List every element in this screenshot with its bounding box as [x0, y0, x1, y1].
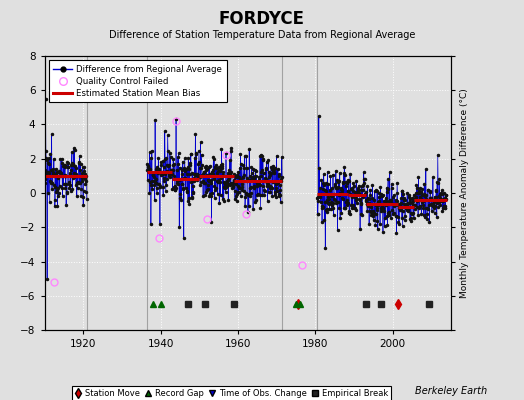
Legend: Station Move, Record Gap, Time of Obs. Change, Empirical Break: Station Move, Record Gap, Time of Obs. C…	[71, 386, 391, 400]
Text: Difference of Station Temperature Data from Regional Average: Difference of Station Temperature Data f…	[109, 30, 415, 40]
Y-axis label: Monthly Temperature Anomaly Difference (°C): Monthly Temperature Anomaly Difference (…	[461, 88, 470, 298]
Text: FORDYCE: FORDYCE	[219, 10, 305, 28]
Text: Berkeley Earth: Berkeley Earth	[415, 386, 487, 396]
